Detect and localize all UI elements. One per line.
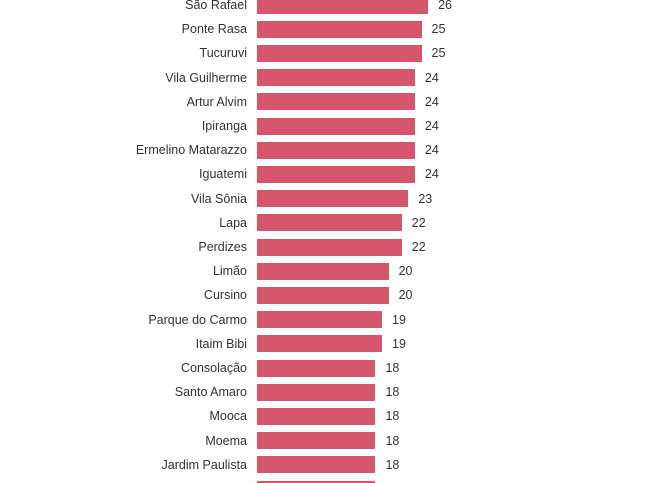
value-label: 24 [424, 70, 439, 85]
bar [257, 286, 389, 304]
bar [257, 44, 422, 62]
bar [257, 141, 415, 159]
bar [257, 238, 402, 256]
category-label: Tucuruvi [199, 46, 247, 61]
value-label: 18 [385, 433, 400, 448]
bar [257, 407, 376, 425]
value-label: 19 [392, 336, 406, 351]
value-label: 19 [392, 312, 406, 327]
bar [257, 311, 383, 329]
value-label: 24 [424, 143, 439, 158]
category-label: Ponte Rasa [181, 22, 247, 37]
bar [257, 214, 402, 232]
value-label: 18 [385, 409, 400, 424]
category-label: Iguatemi [199, 167, 247, 182]
category-label: Lapa [219, 215, 247, 230]
bar [257, 69, 415, 87]
category-label: São Rafael [185, 0, 247, 12]
bar [257, 383, 376, 401]
category-label: Ipiranga [201, 119, 247, 133]
category-label: Consolação [180, 361, 247, 375]
bar [257, 359, 376, 377]
value-label: 18 [385, 361, 400, 375]
category-label: Vila Guilherme [165, 70, 247, 85]
bar [257, 335, 383, 353]
category-label: Parque do Carmo [148, 312, 247, 327]
category-label: Santo Amaro [174, 385, 247, 400]
value-label: 24 [424, 119, 439, 133]
category-label: Vila Sônia [190, 191, 247, 206]
category-label: Cursino [203, 288, 247, 303]
bar [257, 456, 376, 474]
category-label: Mooca [209, 409, 247, 424]
category-label: Perdizes [198, 240, 247, 254]
category-label: Moema [205, 433, 247, 448]
category-label: Itaim Bibi [195, 336, 247, 351]
value-label: 22 [411, 215, 426, 230]
value-label: 18 [385, 385, 400, 400]
value-label: 23 [418, 191, 433, 206]
bar [257, 0, 429, 14]
category-label: Jardim Paulista [161, 457, 247, 472]
bar [257, 262, 389, 280]
value-label: 20 [398, 288, 413, 303]
category-label: Artur Alvim [186, 94, 247, 109]
bar [257, 432, 376, 450]
value-label: 22 [411, 240, 426, 254]
value-label: 25 [431, 46, 446, 61]
value-label: 20 [398, 264, 413, 279]
bar [257, 165, 415, 183]
bar [257, 93, 415, 111]
category-label: Ermelino Matarazzo [135, 143, 247, 158]
bar [257, 20, 422, 38]
value-label: 24 [424, 94, 439, 109]
category-label: Limão [212, 264, 247, 279]
bar [257, 117, 415, 135]
value-label: 24 [424, 167, 439, 182]
bar-cut-off [257, 481, 376, 483]
value-label: 18 [385, 457, 400, 472]
value-label: 25 [431, 22, 446, 37]
value-label: 26 [438, 0, 452, 12]
bar [257, 190, 409, 208]
